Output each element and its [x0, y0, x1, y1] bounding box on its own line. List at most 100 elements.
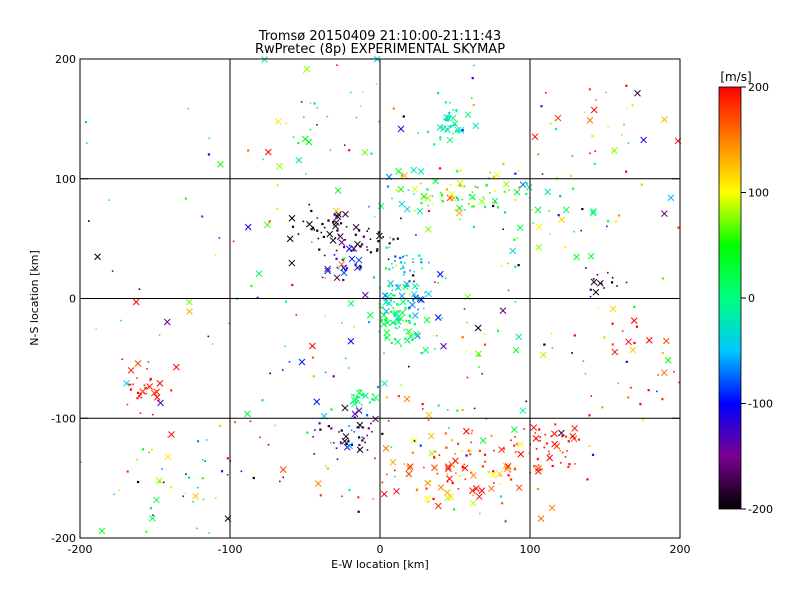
data-point: [532, 222, 535, 224]
data-point: [548, 453, 550, 456]
data-point: [411, 312, 419, 319]
x-axis-ticks: -200 -100 0 100 200: [68, 59, 691, 556]
data-point: [564, 435, 568, 438]
data-point: [640, 183, 643, 186]
data-point: [614, 220, 617, 223]
data-point: [342, 433, 350, 440]
data-point: [351, 410, 359, 418]
data-point: [396, 318, 399, 321]
data-point: [396, 327, 399, 330]
y-tick-label: 200: [55, 53, 76, 66]
data-point: [502, 228, 505, 231]
data-point: [463, 209, 466, 211]
data-point: [526, 183, 529, 185]
data-point: [401, 256, 404, 258]
data-point: [267, 443, 270, 446]
data-point: [537, 515, 545, 522]
data-point: [380, 319, 383, 322]
data-point: [423, 316, 431, 324]
data-point: [507, 474, 510, 477]
data-point: [387, 420, 390, 422]
data-point: [355, 402, 358, 404]
data-point: [534, 467, 542, 475]
data-point: [507, 262, 510, 265]
data-point: [470, 432, 473, 435]
data-point: [149, 514, 156, 522]
data-point: [145, 530, 148, 533]
data-point: [594, 150, 597, 153]
data-point: [366, 449, 369, 451]
data-point: [108, 199, 111, 201]
data-point: [126, 403, 129, 406]
data-point: [303, 71, 305, 74]
data-point: [405, 319, 408, 322]
data-point: [306, 220, 313, 228]
data-point: [535, 243, 542, 251]
data-point: [554, 114, 562, 122]
data-point: [402, 274, 405, 276]
data-point: [465, 350, 468, 353]
data-point: [463, 427, 470, 435]
data-point: [439, 138, 442, 141]
data-point: [356, 395, 360, 399]
data-point: [402, 266, 405, 269]
data-point: [633, 341, 636, 345]
data-point: [549, 233, 551, 236]
colorbar-tick-label: 200: [748, 81, 769, 94]
data-point: [232, 240, 235, 243]
data-point: [502, 162, 505, 166]
data-point: [593, 162, 596, 165]
data-point: [308, 203, 311, 206]
data-point: [182, 495, 185, 498]
data-point: [427, 204, 430, 207]
data-point: [172, 363, 180, 371]
data-point: [383, 307, 390, 315]
data-point: [347, 367, 350, 369]
data-point: [313, 102, 316, 105]
data-point: [588, 88, 591, 91]
data-point: [589, 288, 592, 291]
data-point: [143, 384, 146, 387]
data-point: [664, 357, 672, 364]
data-point: [447, 409, 449, 411]
data-point: [487, 485, 495, 492]
data-point: [509, 478, 513, 481]
data-point: [298, 358, 306, 366]
data-point: [591, 134, 594, 138]
data-point: [392, 107, 395, 110]
data-point: [446, 473, 449, 476]
data-point: [390, 310, 393, 313]
data-point: [281, 369, 284, 371]
data-point: [361, 393, 364, 396]
data-point: [338, 431, 340, 433]
data-point: [341, 258, 344, 261]
data-point: [623, 123, 625, 126]
data-point: [98, 527, 106, 535]
data-point: [434, 468, 438, 471]
data-point: [626, 107, 629, 110]
data-point: [483, 205, 487, 209]
data-point: [469, 449, 472, 453]
data-point: [454, 126, 462, 134]
data-point: [319, 494, 322, 497]
data-point: [633, 305, 636, 308]
data-point: [388, 268, 391, 271]
data-point: [268, 220, 271, 223]
data-point: [439, 191, 442, 194]
data-point: [420, 258, 423, 261]
data-point: [336, 64, 338, 67]
data-point: [397, 395, 400, 398]
data-point: [483, 333, 486, 336]
data-point: [548, 210, 550, 212]
data-point: [441, 195, 443, 197]
data-point: [559, 195, 562, 198]
data-point: [393, 321, 396, 324]
data-point: [218, 237, 221, 239]
data-point: [185, 473, 187, 475]
data-point: [461, 129, 464, 132]
data-point: [184, 492, 187, 494]
data-point: [617, 382, 619, 385]
data-point: [341, 495, 343, 498]
data-point: [303, 65, 311, 73]
data-point: [424, 194, 432, 202]
